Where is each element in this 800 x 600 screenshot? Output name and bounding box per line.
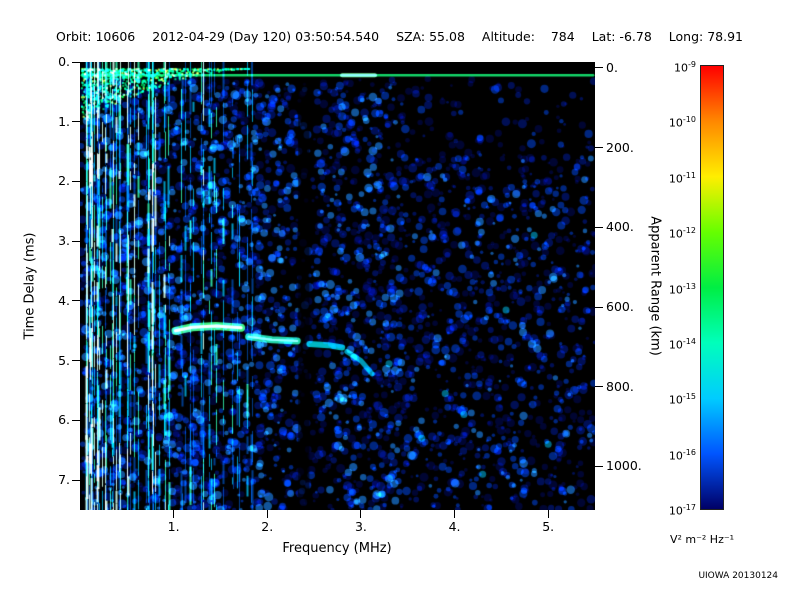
y-axis-tick-label-right: 400. <box>606 219 634 235</box>
orbit-text: Orbit: 10606 <box>56 29 136 44</box>
credit-text: UIOWA 20130124 <box>698 571 778 581</box>
colorbar-units: V² m⁻² Hz⁻¹ <box>669 533 735 546</box>
y-axis-tick-right <box>595 226 603 228</box>
colorbar-tick-label: 10-14 <box>668 336 696 352</box>
y-axis-tick-label-left: 1. <box>58 113 70 129</box>
colorbar-tick-label: 10-15 <box>668 392 696 407</box>
colorbar-tick-label: 10-12 <box>668 226 696 241</box>
longitude-text: Long: 78.91 <box>668 29 743 44</box>
x-axis-tick <box>173 510 175 518</box>
y-axis-tick-left <box>72 300 80 302</box>
colorbar-tick-label: 10-11 <box>668 170 696 186</box>
x-axis-tick <box>360 510 362 518</box>
y-axis-tick-label-right: 0. <box>606 59 618 75</box>
y-axis-tick-right <box>595 386 603 388</box>
y-axis-tick-label-left: 2. <box>58 173 70 189</box>
datetime-text: 2012-04-29 (Day 120) 03:50:54.540 <box>152 29 380 44</box>
x-axis-tick-label: 4. <box>448 519 461 534</box>
y-axis-tick-label-right: 200. <box>606 139 634 155</box>
x-axis-tick <box>547 510 549 518</box>
y-axis-tick-right <box>595 465 603 467</box>
y-axis-tick-label-left: 4. <box>58 292 70 308</box>
altitude-text: Altitude: 784 <box>481 29 575 44</box>
y-axis-tick-label-left: 5. <box>58 352 70 368</box>
y-axis-tick-right <box>595 306 603 308</box>
x-axis-tick-label: 2. <box>261 519 274 534</box>
y-axis-tick-left <box>72 360 80 362</box>
y-axis-tick-left <box>72 240 80 242</box>
ionogram-canvas <box>80 62 595 510</box>
x-axis-title: Frequency (MHz) <box>282 541 392 556</box>
y-axis-title-left: Time Delay (ms) <box>22 232 38 340</box>
x-axis-tick-label: 1. <box>167 519 180 534</box>
x-axis-tick-label: 5. <box>542 519 555 534</box>
y-axis-tick-left <box>72 180 80 182</box>
y-axis-tick-label-left: 0. <box>58 54 70 69</box>
colorbar <box>700 65 724 510</box>
y-axis-tick-left <box>72 121 80 123</box>
spectrogram-plot <box>80 62 595 510</box>
x-axis-tick <box>266 510 268 518</box>
y-axis-tick-left <box>72 419 80 421</box>
y-axis-tick-label-right: 800. <box>606 378 634 394</box>
y-axis-tick-label-right: 1000. <box>606 458 642 474</box>
y-axis-tick-label-right: 600. <box>606 299 634 315</box>
y-axis-tick-right <box>595 147 603 149</box>
y-axis-tick-left <box>72 479 80 481</box>
latitude-text: Lat: -6.78 <box>591 29 652 44</box>
y-axis-tick-right <box>595 67 603 69</box>
y-axis-tick-left <box>72 61 80 63</box>
y-axis-tick-label-left: 7. <box>58 472 70 488</box>
colorbar-tick-label: 10-16 <box>668 447 696 463</box>
colorbar-tick-label: 10-13 <box>668 281 696 297</box>
colorbar-tick-label: 10-10 <box>668 115 696 131</box>
sza-text: SZA: 55.08 <box>396 29 465 44</box>
colorbar-tick-label: 10-9 <box>674 60 696 75</box>
x-axis-tick-label: 3. <box>354 519 367 534</box>
x-axis-tick <box>454 510 456 518</box>
y-axis-tick-label-left: 6. <box>58 412 70 428</box>
colorbar-tick-label: 10-17 <box>668 503 696 518</box>
y-axis-tick-label-left: 3. <box>58 233 70 249</box>
header-info: Orbit: 10606 2012-04-29 (Day 120) 03:50:… <box>56 29 743 44</box>
